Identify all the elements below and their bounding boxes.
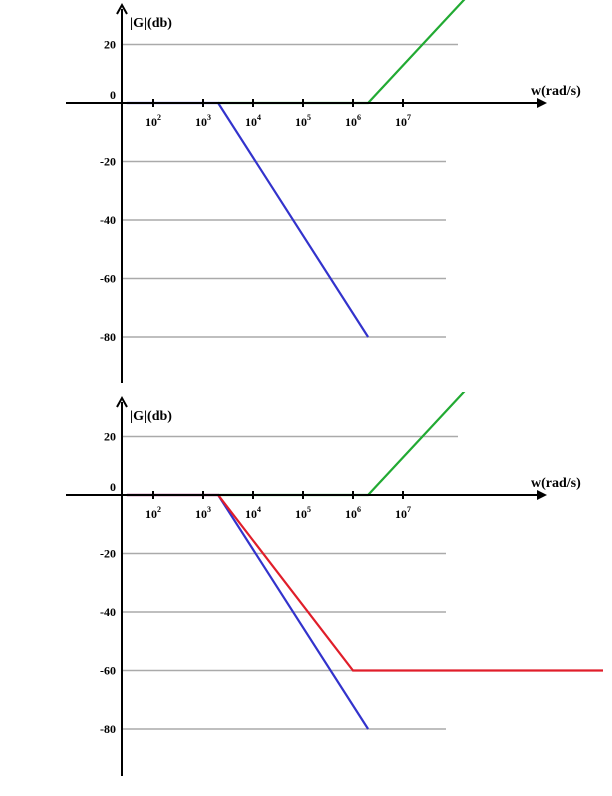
x-tick-label: 107: [395, 505, 411, 521]
y-tick-label: 0: [110, 88, 116, 102]
x-tick-label: 103: [195, 113, 211, 129]
series-line-2: [218, 0, 466, 105]
y-tick-label: -20: [100, 547, 116, 561]
x-axis-label: w(rad/s): [531, 476, 581, 491]
x-tick-label: 102: [145, 505, 161, 521]
x-tick-label: 106: [345, 113, 361, 129]
y-axis-label: |G|(db): [130, 16, 172, 31]
y-tick-label: -80: [100, 330, 116, 344]
x-axis-arrow: [537, 490, 547, 500]
y-tick-label: 20: [104, 430, 116, 444]
y-tick-label: -40: [100, 213, 116, 227]
x-tick-label: 105: [295, 113, 311, 129]
y-tick-label: -60: [100, 272, 116, 286]
y-tick-label: -20: [100, 155, 116, 169]
y-axis-arrow: [116, 395, 128, 408]
y-tick-label: -60: [100, 664, 116, 678]
x-tick-label: 107: [395, 113, 411, 129]
x-tick-label: 104: [245, 505, 261, 521]
bode-plot-2: 20 0 -20 -40 -60 -80 102 103 104 105 106 107 |G|(db)…: [66, 392, 603, 776]
x-axis-label: w(rad/s): [531, 84, 581, 99]
x-tick-label: 104: [245, 113, 261, 129]
y-tick-label: -80: [100, 722, 116, 736]
y-axis-arrow: [116, 2, 128, 15]
bode-plot-1: 20 0 -20 -40 -60 -80 102 103 104 105 106 107 |G|(db)…: [66, 0, 581, 383]
x-tick-label: 105: [295, 505, 311, 521]
x-axis-arrow: [537, 98, 547, 108]
x-tick-label: 102: [145, 113, 161, 129]
y-axis-label: |G|(db): [130, 409, 172, 424]
y-tick-label: 20: [104, 38, 116, 52]
series-line-3: [126, 493, 603, 672]
y-tick-label: 0: [110, 480, 116, 494]
x-tick-label: 103: [195, 505, 211, 521]
y-tick-label: -40: [100, 605, 116, 619]
x-tick-label: 106: [345, 505, 361, 521]
